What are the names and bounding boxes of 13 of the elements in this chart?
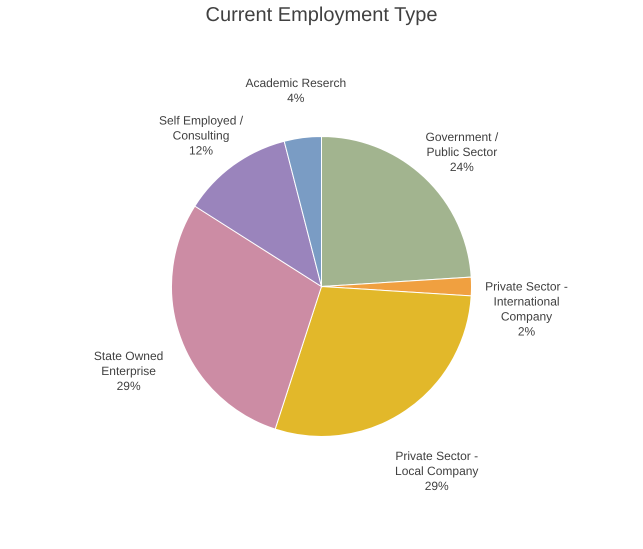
slice-label: Government / Public Sector — [425, 130, 499, 160]
slice-label: Private Sector - International Company — [485, 280, 568, 324]
data-label: 24% — [450, 160, 474, 174]
slice-label: State Owned Enterprise — [94, 348, 164, 378]
data-label: 29% — [116, 378, 141, 393]
slice-label: Self Employed / Consulting — [158, 114, 244, 143]
slice-label: Academic Reserch — [245, 76, 346, 90]
data-label: 4% — [287, 91, 305, 106]
data-label: 29% — [424, 479, 450, 494]
data-label: 2% — [518, 324, 536, 338]
chart-title: Current Employment Type — [206, 4, 438, 26]
data-label: 12% — [188, 144, 214, 158]
slice-label: Private Sector - Local Company — [395, 449, 478, 478]
